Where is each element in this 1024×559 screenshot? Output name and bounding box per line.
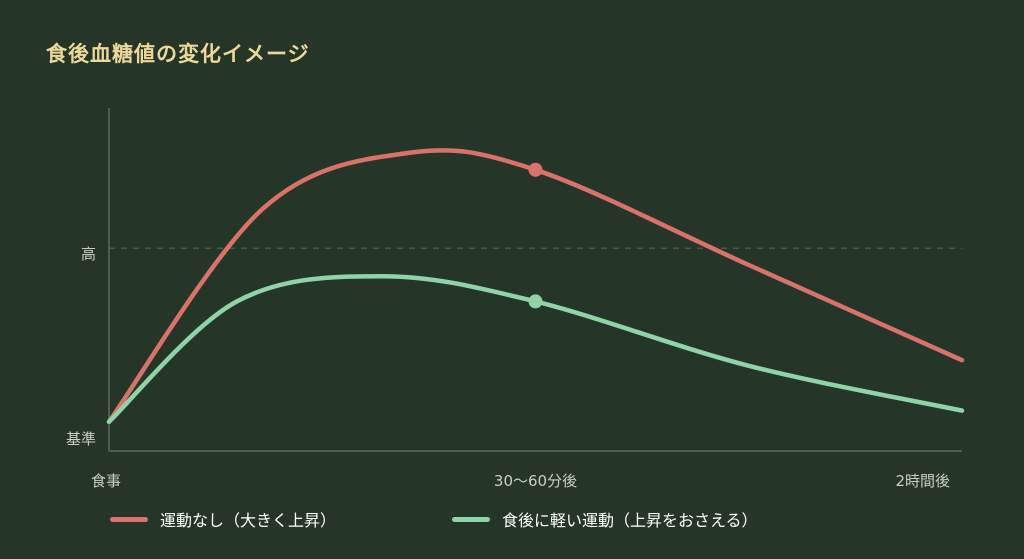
legend-swatch-light-exercise bbox=[452, 516, 490, 522]
chart-title: 食後血糖値の変化イメージ bbox=[46, 42, 310, 66]
legend-item-no-exercise: 運動なし（大きく上昇） bbox=[110, 508, 336, 530]
y-tick-label-1: 高 bbox=[81, 245, 96, 263]
x-tick-label-1: 30〜60分後 bbox=[494, 472, 577, 490]
legend-swatch-no-exercise bbox=[110, 516, 148, 522]
x-tick-label-2: 2時間後 bbox=[895, 472, 950, 490]
series-line-0 bbox=[106, 148, 965, 425]
series-line-1 bbox=[106, 273, 965, 425]
series-lines bbox=[106, 148, 965, 425]
x-tick-label-0: 食事 bbox=[91, 472, 121, 490]
legend-item-light-exercise: 食後に軽い運動（上昇をおさえる） bbox=[452, 508, 758, 530]
series-marker-1 bbox=[528, 294, 543, 309]
legend-label-no-exercise: 運動なし（大きく上昇） bbox=[160, 511, 337, 530]
y-tick-labels: 基準 高 bbox=[66, 245, 96, 448]
x-tick-labels: 食事 30〜60分後 2時間後 bbox=[91, 472, 950, 490]
y-tick-label-0: 基準 bbox=[66, 430, 96, 448]
series-marker-0 bbox=[528, 162, 543, 177]
legend-label-light-exercise: 食後に軽い運動（上昇をおさえる） bbox=[502, 511, 758, 530]
